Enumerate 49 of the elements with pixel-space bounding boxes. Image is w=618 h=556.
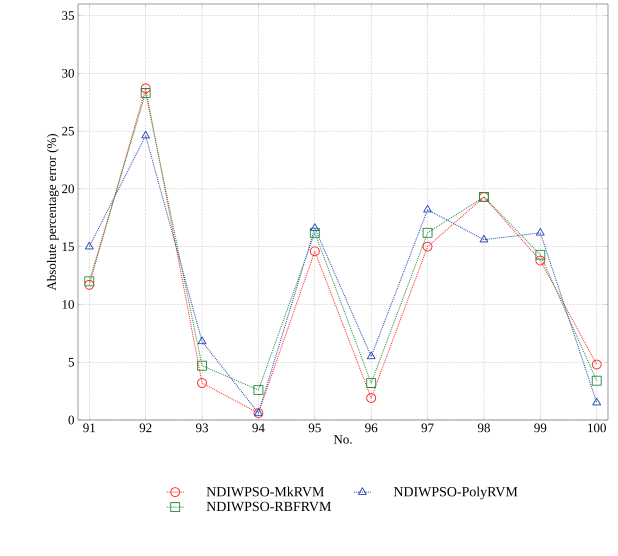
point: [141, 130, 150, 138]
point: [422, 228, 433, 238]
y-tick-label: 30: [62, 68, 74, 78]
y-axis-title: Absolute percentage error (%): [46, 134, 59, 290]
point: [592, 360, 602, 370]
point: [84, 276, 94, 286]
x-tick-label: 94: [252, 424, 265, 432]
y-tick-label: 20: [62, 184, 74, 194]
x-tick-label: 91: [83, 424, 95, 432]
point: [480, 234, 488, 242]
point: [535, 256, 546, 266]
point: [366, 352, 376, 360]
legend-label: NDIWPSO-MkRVM: [206, 486, 324, 496]
point: [84, 242, 94, 250]
y-tick-label: 5: [68, 358, 74, 367]
point: [366, 378, 376, 388]
y-tick-label: 0: [68, 416, 74, 424]
x-axis-title: No.: [334, 435, 352, 444]
y-tick-label: 35: [62, 11, 74, 20]
x-tick-label: 92: [140, 424, 152, 432]
x-tick-label: 97: [422, 424, 434, 432]
x-tick-label: 99: [534, 424, 546, 432]
x-tick-label: 100: [588, 424, 606, 432]
x-tick-label: 93: [196, 424, 208, 432]
point: [310, 223, 320, 231]
point: [422, 242, 433, 252]
point: [310, 228, 320, 238]
point: [140, 83, 151, 94]
point: [140, 88, 151, 98]
point: [592, 398, 602, 406]
point: [366, 393, 376, 403]
point: [423, 204, 432, 212]
point: [197, 360, 207, 371]
y-tick-label: 10: [62, 300, 74, 309]
point: [84, 280, 94, 290]
x-tick-label: 98: [478, 424, 490, 432]
point: [253, 385, 264, 395]
x-tick-label: 95: [308, 424, 321, 432]
point: [310, 246, 320, 256]
legend-label: NDIWPSO-PolyRVM: [394, 486, 518, 500]
x-tick-label: 96: [365, 424, 378, 432]
point: [535, 250, 546, 260]
point: [197, 378, 207, 388]
point: [592, 376, 602, 386]
legend-label: NDIWPSO-RBFRVM: [206, 502, 331, 512]
point: [536, 228, 545, 236]
point: [198, 336, 206, 344]
y-tick-label: 25: [62, 126, 74, 136]
y-tick-label: 15: [62, 242, 74, 251]
